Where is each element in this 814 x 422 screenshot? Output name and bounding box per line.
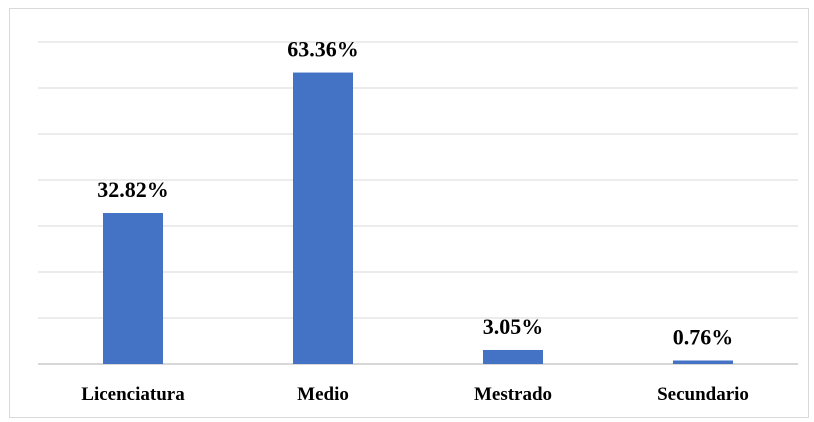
category-label-secundario: Secundario xyxy=(657,384,749,405)
data-label-licenciatura: 32.82% xyxy=(97,177,169,202)
bar-medio xyxy=(293,72,353,364)
data-label-medio: 63.36% xyxy=(287,37,359,62)
bar-secundario xyxy=(673,360,733,364)
bar-licenciatura xyxy=(103,213,163,364)
category-label-licenciatura: Licenciatura xyxy=(81,384,185,405)
data-label-secundario: 0.76% xyxy=(673,325,734,350)
data-label-mestrado: 3.05% xyxy=(483,314,544,339)
category-label-mestrado: Mestrado xyxy=(474,384,552,405)
bar-mestrado xyxy=(483,349,543,364)
category-label-medio: Medio xyxy=(297,384,349,405)
